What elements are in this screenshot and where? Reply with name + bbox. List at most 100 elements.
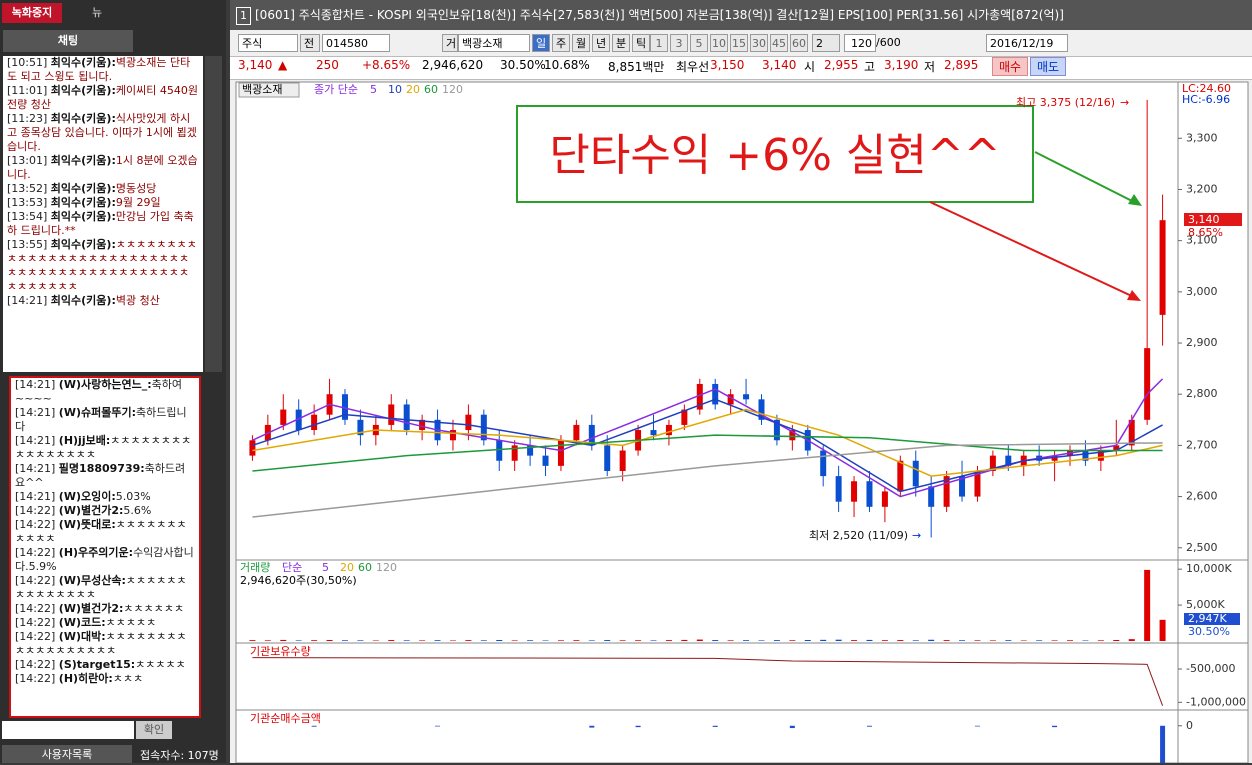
net-buy-bar: [435, 725, 441, 727]
candle-body: [1144, 348, 1151, 420]
message-time: [14:21]: [15, 462, 56, 475]
interval-button[interactable]: 15: [730, 34, 748, 52]
message-text: 식사맛있게 하시고 종목상담 있습니다. 이따가 1시에 뵙겠습니다.: [7, 112, 197, 153]
message-user: (W)사랑하는연느_:: [58, 378, 152, 391]
toolbar: 주식 전 014580 거 백광소재 2 120 /600 2016/12/19…: [230, 32, 1252, 56]
interval-button[interactable]: 1: [650, 34, 668, 52]
volume-bar: [511, 640, 518, 641]
message-user: 최익수(키움):: [50, 112, 116, 125]
message-text: ㅊㅊㅊㅊㅊ: [135, 658, 186, 671]
candle-body: [403, 404, 410, 431]
message-user: (W)슈퍼몰뚜기:: [58, 406, 136, 419]
message-user: (S)target15:: [58, 658, 136, 671]
interval-button[interactable]: 5: [690, 34, 708, 52]
chat-message: [14:22] (H)우주의기운:수익감사합니다.5.9%: [11, 546, 199, 574]
message-text: 명동성당: [115, 182, 157, 195]
period-button[interactable]: 틱: [632, 34, 650, 52]
count-input[interactable]: 120: [844, 34, 876, 52]
message-time: [14:22]: [15, 616, 56, 629]
user-list-tab[interactable]: 사용자목록: [2, 745, 132, 763]
panel-title: 기관보유수량: [250, 645, 311, 658]
period-button[interactable]: 월: [572, 34, 590, 52]
chat-log: [10:51] 최익수(키움):벽광소재는 단타도 되고 스윙도 됩니다. [11…: [3, 56, 203, 372]
y-tick-label: 2,800: [1186, 387, 1218, 400]
message-time: [13:01]: [7, 154, 48, 167]
sell-button[interactable]: 매도: [1030, 57, 1067, 76]
candle-body: [357, 419, 364, 436]
green-arrowhead: [1128, 194, 1142, 206]
turnover: 30.50%: [500, 58, 546, 72]
volume-bar: [681, 639, 688, 641]
volume-bar: [326, 639, 333, 641]
amount: 8,851백만: [608, 60, 665, 74]
interval-button[interactable]: 30: [750, 34, 768, 52]
volume-bar: [372, 640, 379, 641]
last-price-marker: [1184, 213, 1242, 226]
scope-button[interactable]: 전: [300, 34, 320, 52]
record-button[interactable]: 녹화중지: [2, 3, 62, 23]
candle-body: [866, 481, 873, 507]
y-tick-label: 2,900: [1186, 336, 1218, 349]
y-tick-label: 2,700: [1186, 438, 1218, 451]
message-user: (W)오잉이:: [58, 490, 116, 503]
candle-body: [527, 445, 534, 456]
candle-body: [1128, 419, 1135, 446]
net-buy-bar: [1052, 725, 1058, 728]
volume-bar: [635, 640, 642, 641]
net-buy-bar: [712, 725, 718, 727]
scrollbar[interactable]: [205, 56, 222, 372]
interval-button[interactable]: 45: [770, 34, 788, 52]
net-buy-bar: [1160, 725, 1166, 763]
y-tick-label: 10,000K: [1186, 562, 1232, 575]
chat-input[interactable]: [2, 721, 134, 739]
net-buy-bar: [789, 725, 795, 729]
legend-entry: 20: [340, 561, 354, 574]
chat-message: [14:21] (H)jj보배:ㅊㅊㅊㅊㅊㅊㅊㅊㅊㅊㅊㅊㅊㅊㅊㅊ: [11, 434, 199, 462]
volume-bar: [912, 640, 919, 641]
candle-body: [388, 404, 395, 425]
chat-tab[interactable]: 채팅: [3, 30, 133, 52]
period-button[interactable]: 분: [612, 34, 630, 52]
y-tick-label: 3,000: [1186, 285, 1218, 298]
period-button[interactable]: 년: [592, 34, 610, 52]
message-user: 최익수(키움):: [50, 238, 116, 251]
volume-bar: [789, 640, 796, 641]
prefix-label: 거: [442, 34, 458, 52]
candle-body: [1097, 450, 1104, 461]
multiplier[interactable]: 2: [812, 34, 840, 52]
interval-button[interactable]: 3: [670, 34, 688, 52]
candle-body: [820, 450, 827, 477]
legend-entry: 60: [358, 561, 372, 574]
candle-body: [1082, 450, 1089, 461]
low: 2,895: [944, 58, 979, 72]
y-tick-label: 3,100: [1186, 234, 1218, 247]
message-time: [14:22]: [15, 504, 56, 517]
news-button[interactable]: 뉴: [92, 6, 103, 19]
period-button[interactable]: 일: [532, 34, 550, 52]
volume-bar: [1144, 569, 1151, 641]
volume-bar: [465, 640, 472, 641]
open: 2,955: [824, 58, 859, 72]
high-arrow: →: [1120, 96, 1129, 109]
candle-body: [681, 409, 688, 425]
buy-button[interactable]: 매수: [992, 57, 1029, 76]
market-select[interactable]: 주식: [238, 34, 298, 52]
volume-bar: [1005, 640, 1012, 641]
low-note: 최저 2,520 (11/09): [809, 529, 908, 542]
last-volume-marker: [1184, 613, 1240, 625]
message-text: ㅊㅊㅊㅊㅊㅊㅊㅊㅊㅊㅊㅊㅊㅊ: [15, 574, 187, 601]
confirm-button[interactable]: 확인: [136, 721, 172, 739]
stock-tab-label: 백광소재: [242, 83, 282, 96]
chat-message: [14:22] (W)대박:ㅊㅊㅊㅊㅊㅊㅊㅊㅊㅊㅊㅊㅊㅊㅊㅊㅊㅊ: [11, 630, 199, 658]
window-controls[interactable]: [1072, 0, 1252, 30]
message-text: ㅊㅊㅊㅊㅊ: [105, 616, 157, 629]
interval-button[interactable]: 10: [710, 34, 728, 52]
code-input[interactable]: 014580: [322, 34, 390, 52]
ask: 3,150: [710, 58, 745, 72]
message-text: 벽광소재는 단타도 되고 스윙도 됩니다.: [7, 56, 191, 83]
date-input[interactable]: 2016/12/19: [986, 34, 1068, 52]
interval-button[interactable]: 60: [790, 34, 808, 52]
message-user: 최익수(키움):: [50, 154, 116, 167]
period-button[interactable]: 주: [552, 34, 570, 52]
volume-bar: [1159, 619, 1166, 641]
